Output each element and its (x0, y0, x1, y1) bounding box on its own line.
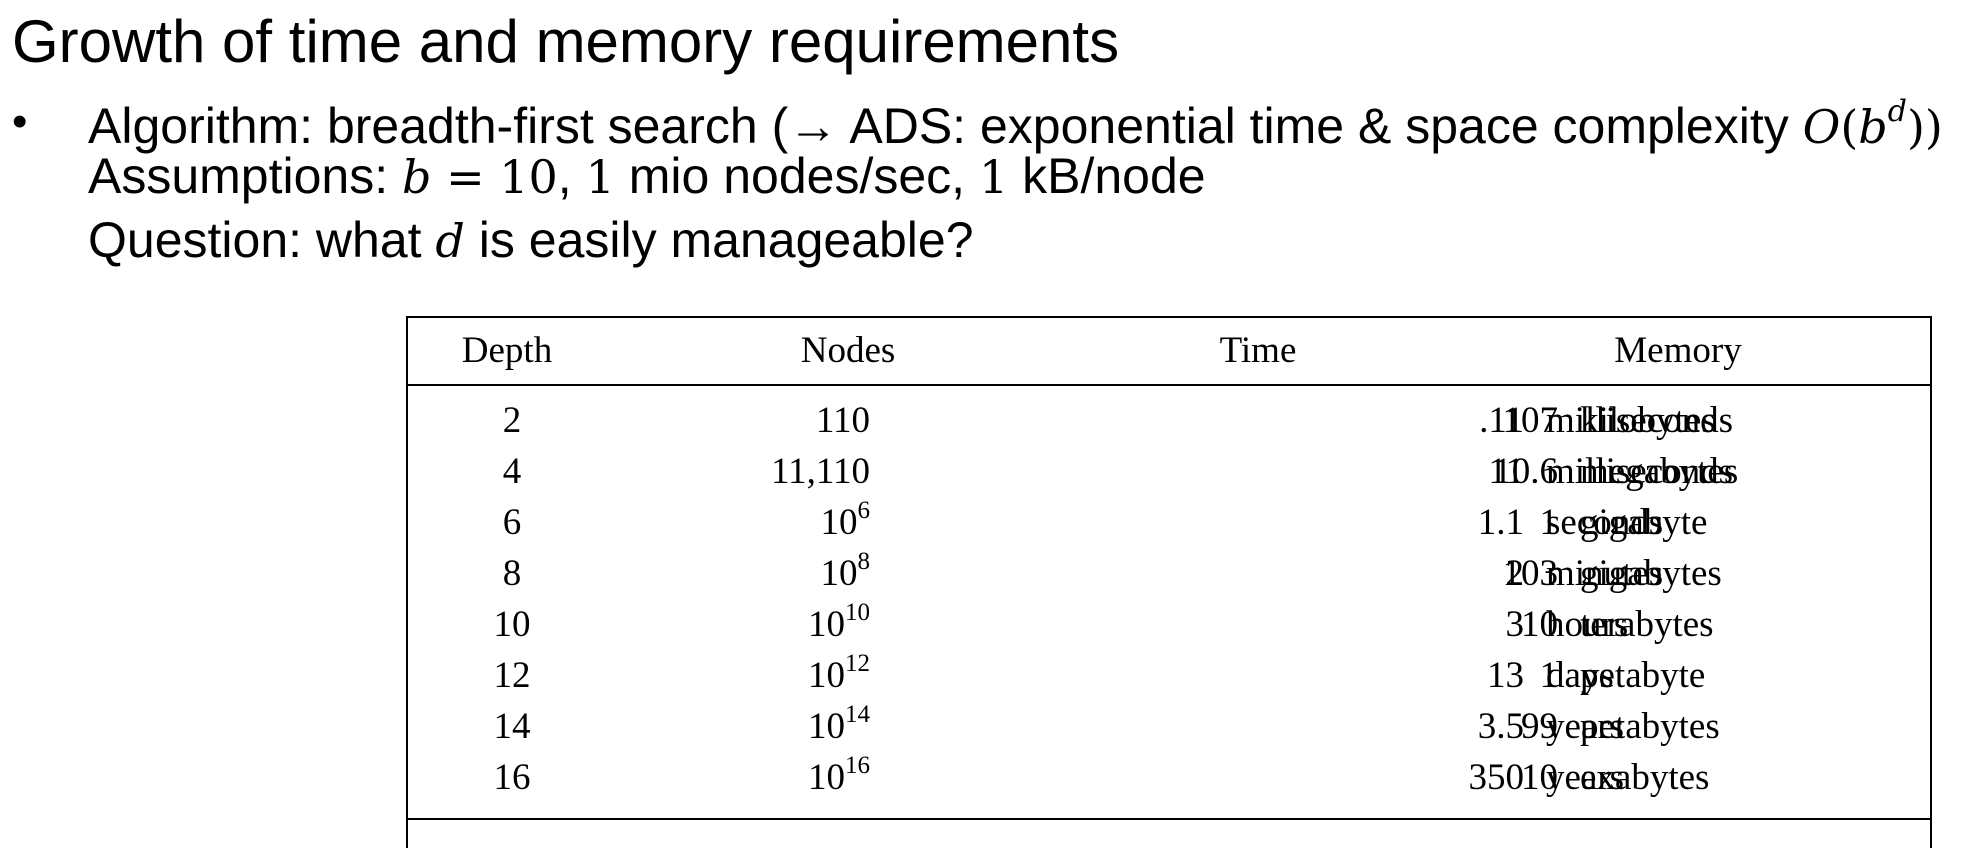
cell-memory-value: 10.6 (1493, 451, 1558, 492)
cell-nodes: 110 (708, 398, 870, 444)
cell-memory-unit: gigabytes (1580, 553, 1722, 594)
nodes-base: 10 (808, 706, 845, 747)
cell-nodes: 1010 (708, 599, 870, 648)
table-row: 10 1010 3 hours 10 terabytes (408, 599, 1930, 653)
cell-time-unit: milliseconds (1546, 451, 1734, 492)
table-row: 4 11,110 11 milliseconds 10.6 megabytes (408, 449, 1930, 500)
header-depth: Depth (461, 330, 553, 371)
cell-memory-value: 107 (1502, 400, 1559, 441)
cell-depth: 4 (502, 451, 522, 492)
cell-depth: 14 (493, 706, 531, 747)
cell-depth: 8 (502, 553, 522, 594)
kb-per-node-text: kB/node (1008, 148, 1206, 204)
table-row: 2 110 .11 milliseconds 107 kilobytes (408, 398, 1930, 449)
table-row: 12 1012 13 days 1 petabyte (408, 650, 1930, 704)
big-o-symbol: O (1802, 100, 1841, 154)
algorithm-line: Algorithm: breadth-first search (→ ADS: … (88, 80, 1943, 159)
cell-memory-value: 1 (1539, 655, 1559, 696)
header-time: Time (1219, 330, 1297, 371)
cell-memory-value: 99 (1521, 706, 1558, 747)
big-o-exponent: d (1887, 94, 1907, 129)
table-row: 14 1014 3.5 years 99 petabytes (408, 701, 1930, 755)
cell-depth: 16 (493, 757, 531, 798)
cell-time-value: 11 (1488, 451, 1524, 492)
cell-time-value: 3.5 (1477, 706, 1524, 747)
cell-time-value: 2 (1505, 553, 1525, 594)
cell-time-unit: years (1546, 757, 1625, 798)
cell-time-value: 1.1 (1477, 502, 1524, 543)
assumptions-line: Assumptions: b = 10, 1 mio nodes/sec, 1 … (88, 144, 1206, 209)
cell-depth: 12 (493, 655, 531, 696)
cell-nodes: 11,110 (708, 449, 870, 495)
table-row: 16 1016 350 years 10 exabytes (408, 752, 1930, 806)
cell-time-unit: seconds (1546, 502, 1664, 543)
cell-nodes: 1012 (708, 650, 870, 699)
nodes-exponent: 6 (857, 497, 871, 524)
cell-memory-unit: megabytes (1580, 451, 1739, 492)
cell-nodes: 106 (708, 497, 871, 546)
table-bottom-rule (408, 818, 1930, 820)
nodes-per-sec-number: 1 (585, 150, 615, 204)
nodes-exponent: 12 (845, 650, 870, 677)
cell-memory-unit: exabytes (1580, 757, 1710, 798)
cell-time-unit: hours (1546, 604, 1629, 645)
cell-time-value: .11 (1479, 400, 1524, 441)
cell-nodes: 1016 (708, 752, 870, 801)
bullet-dot: • (12, 97, 28, 146)
cell-depth: 2 (502, 400, 522, 441)
nodes-base: 10 (808, 757, 845, 798)
table-header: Depth Nodes Time Memory (408, 318, 1930, 386)
assumptions-sep: , (557, 148, 586, 204)
complexity-table: Depth Nodes Time Memory 2 110.11 milliseco… (406, 316, 1932, 848)
header-memory: Memory (1614, 330, 1742, 371)
nodes-exponent: 8 (857, 548, 871, 575)
nodes-base: 10 (820, 553, 858, 594)
cell-memory-unit: petabytes (1580, 706, 1720, 747)
big-o-base: b (1858, 100, 1888, 154)
cell-memory-unit: terabytes (1580, 604, 1714, 645)
nodes-base: 110 (815, 400, 870, 441)
header-nodes: Nodes (800, 330, 896, 371)
cell-time-unit: days (1546, 655, 1614, 696)
table-row: 6 106 1.1 seconds 1 gigabyte (408, 497, 1930, 551)
cell-time-unit: minutes (1546, 553, 1664, 594)
kb-per-node-number: 1 (978, 150, 1009, 204)
nodes-exponent: 14 (845, 701, 870, 728)
nodes-base: 10 (820, 502, 858, 543)
cell-time-unit: years (1546, 706, 1625, 747)
cell-time-value: 350 (1468, 757, 1525, 798)
nodes-per-sec-text: mio nodes/sec, (614, 148, 979, 204)
nodes-base: 10 (808, 655, 845, 696)
assumptions-prefix: Assumptions: (88, 148, 403, 204)
cell-nodes: 1014 (708, 701, 870, 750)
cell-depth: 6 (502, 502, 522, 543)
branching-factor-value: = 10 (431, 150, 558, 204)
big-o-close-paren: )) (1906, 100, 1943, 154)
cell-depth: 10 (493, 604, 531, 645)
cell-memory-value: 10 (1521, 604, 1558, 645)
cell-memory-unit: petabyte (1580, 655, 1706, 696)
cell-time-value: 13 (1487, 655, 1524, 696)
cell-time-unit: milliseconds (1546, 400, 1734, 441)
branching-factor-symbol: b (402, 150, 432, 204)
nodes-exponent: 16 (845, 752, 870, 779)
cell-memory-value: 10 (1521, 757, 1558, 798)
question-line: Question: what d is easily manageable? (88, 208, 974, 273)
table-row: 8 108 2 minutes 103 gigabytes (408, 548, 1930, 602)
nodes-base: 10 (808, 604, 845, 645)
depth-symbol: d (435, 214, 465, 268)
question-prefix: Question: what (88, 212, 436, 268)
cell-nodes: 108 (708, 548, 871, 597)
big-o-open-paren: ( (1840, 100, 1859, 154)
cell-time-value: 3 (1505, 604, 1525, 645)
question-suffix: is easily manageable? (464, 212, 974, 268)
page-title: Growth of time and memory requirements (12, 8, 1120, 75)
cell-memory-unit: gigabyte (1580, 502, 1708, 543)
nodes-base: 11,110 (770, 451, 870, 492)
cell-memory-value: 1 (1539, 502, 1559, 543)
nodes-exponent: 10 (845, 599, 870, 626)
algorithm-text: Algorithm: breadth-first search (→ ADS: … (88, 98, 1803, 154)
cell-memory-value: 103 (1502, 553, 1559, 594)
cell-memory-unit: kilobytes (1580, 400, 1716, 441)
